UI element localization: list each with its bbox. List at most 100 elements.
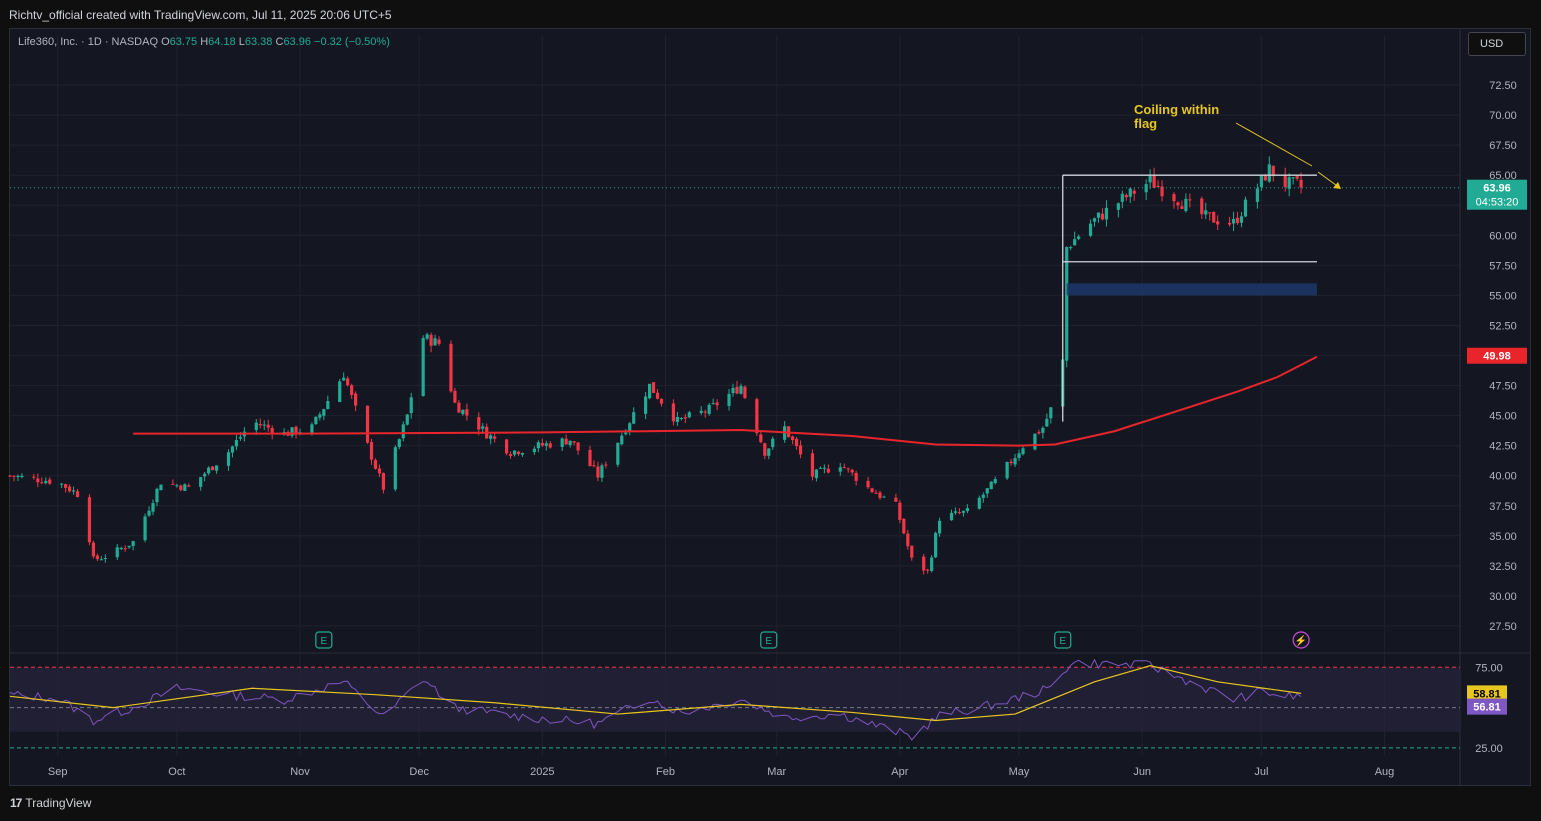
candle-body [560, 438, 564, 447]
rsi-ma-line [9, 665, 1302, 722]
candle-body [1092, 218, 1097, 222]
candle-body [365, 405, 370, 443]
price-tick-label: 57.50 [1489, 260, 1517, 272]
candle-body [207, 467, 211, 474]
time-tick-label: Feb [656, 766, 675, 778]
rsi-ma-label-box [1467, 685, 1507, 702]
candle-body [755, 399, 759, 434]
candle-body [588, 449, 592, 467]
chart-frame[interactable] [9, 28, 1531, 786]
time-tick-label: Nov [290, 766, 310, 778]
candle-body [520, 453, 525, 455]
candle-body [64, 484, 68, 488]
tradingview-logo[interactable]: 17 TradingView [10, 796, 91, 810]
price-label-box [1467, 347, 1527, 364]
candle-body [179, 485, 183, 490]
candle-body [957, 512, 962, 514]
candle-body [1005, 462, 1009, 479]
candle-body [1009, 461, 1013, 464]
price-tick-label: 65.00 [1489, 170, 1517, 182]
candle-body [564, 438, 568, 445]
annotation-arrowhead [1333, 182, 1341, 189]
candle-body [1208, 212, 1212, 214]
candle-body [687, 412, 691, 418]
candle-body [60, 483, 64, 485]
candle-body [71, 490, 76, 492]
candle-body [1104, 207, 1109, 220]
candle-body [477, 417, 481, 430]
candle-body [119, 548, 123, 550]
candle-body [767, 448, 771, 456]
candle-body [342, 377, 346, 381]
candle-body [87, 497, 92, 543]
currency-button[interactable]: USD [1468, 32, 1526, 56]
candle-body [131, 541, 135, 547]
candle-body [1287, 177, 1291, 189]
candle-body [504, 439, 509, 454]
candle-body [40, 482, 44, 484]
candle-body [1013, 458, 1017, 465]
candle-body [977, 497, 981, 509]
candle-body [16, 475, 20, 477]
candle-body [1204, 210, 1208, 215]
candle-body [1160, 186, 1164, 197]
candle-body [238, 437, 243, 439]
earnings-icon-label: E [320, 636, 327, 647]
candle-body [540, 442, 544, 446]
candle-body [771, 438, 775, 448]
rsi-band-upper [10, 667, 1460, 708]
earnings-icon-label: E [765, 636, 772, 647]
candle-body [421, 338, 425, 397]
candle-body [1180, 206, 1184, 209]
candle-body [1255, 188, 1259, 202]
candle-body [20, 475, 24, 478]
candle-body [846, 468, 850, 470]
candle-body [354, 393, 358, 406]
candle-body [810, 453, 815, 477]
candle-body [1299, 179, 1303, 188]
candle-body [906, 533, 910, 547]
high-label: H [200, 36, 209, 48]
time-tick-label: Jun [1133, 766, 1151, 778]
candle-body [1049, 407, 1053, 419]
candle-body [1017, 453, 1021, 458]
candle-body [115, 547, 119, 558]
candle-body [926, 569, 930, 571]
candle-body [508, 454, 513, 456]
candle-body [572, 441, 576, 443]
candle-body [902, 518, 906, 534]
candle-body [461, 409, 465, 414]
candle-body [1267, 164, 1271, 182]
candle-body [604, 464, 608, 466]
candle-body [12, 475, 16, 477]
candle-body [1184, 198, 1188, 211]
time-tick-label: Dec [409, 766, 429, 778]
candle-body [655, 392, 660, 399]
candle-body [894, 497, 898, 502]
candle-body [465, 409, 469, 416]
open-label: O [161, 36, 170, 48]
rsi-tick-label: 25.00 [1475, 743, 1503, 755]
candle-body [318, 414, 322, 418]
candle-body [258, 424, 262, 426]
price-label-value: 63.96 [1483, 183, 1511, 195]
candle-body [910, 545, 914, 558]
price-label-time: 04:53:20 [1476, 197, 1519, 209]
candle-body [512, 450, 517, 455]
candle-body [350, 385, 354, 396]
candle-body [254, 422, 258, 431]
candle-body [794, 438, 799, 447]
candle-body [338, 381, 342, 403]
candle-body [1116, 203, 1120, 210]
candle-body [568, 440, 572, 446]
open-value: 63.75 [169, 36, 198, 48]
candle-body [1216, 221, 1220, 225]
candle-body [949, 512, 954, 521]
candle-body [326, 401, 330, 409]
candle-body [294, 426, 298, 435]
price-tick-label: 52.50 [1489, 320, 1517, 332]
candle-body [230, 446, 235, 453]
dividend-icon [1292, 631, 1310, 649]
time-tick-label: Apr [891, 766, 908, 778]
